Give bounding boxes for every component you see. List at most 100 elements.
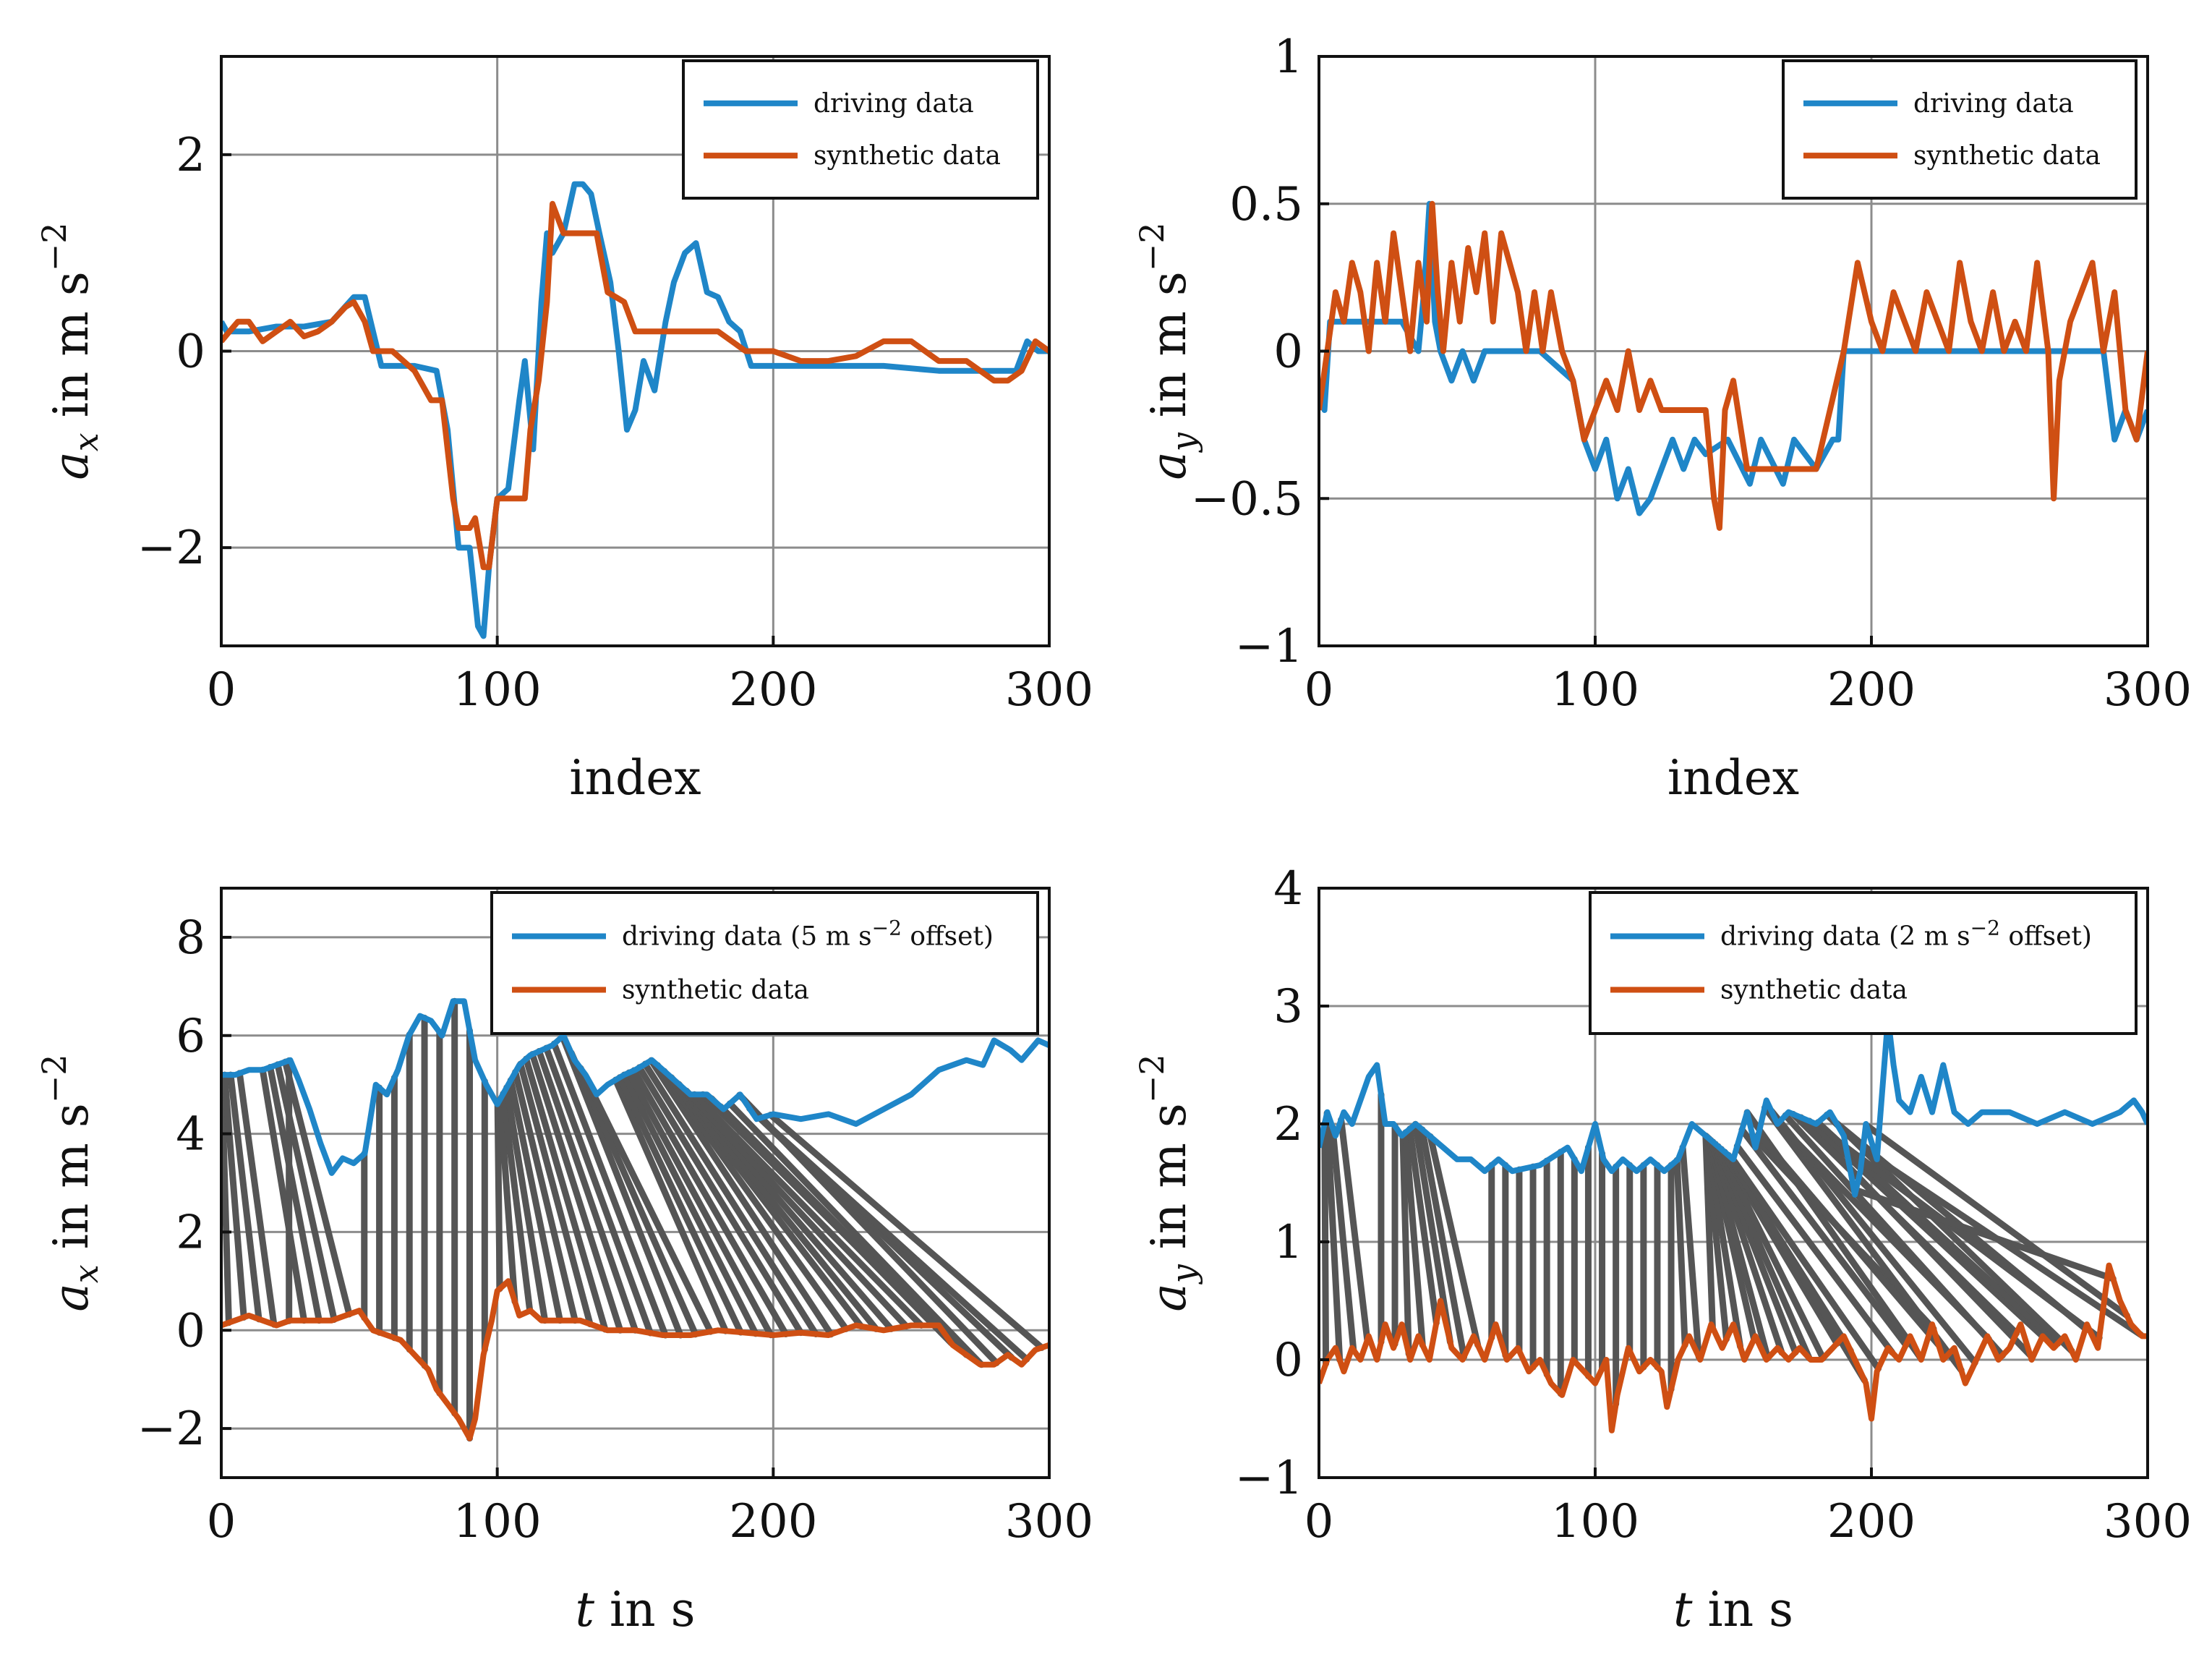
axes-frame [1318,887,2149,1479]
alignment-line [620,1071,759,1337]
plot-area [1319,1015,2148,1434]
x-tick-label: 200 [729,1495,817,1549]
panel-ay-index: 0 100 200 300 −1 −0.5 0 0.5 1 index ay in m s−2 dri… [1132,30,2192,806]
x-tick-label: 100 [1551,663,1639,717]
x-tick-label: 200 [1827,1495,1916,1549]
y-axis-label: ay in m s−2 [1132,1054,1203,1311]
x-axis-label: t in s [1673,1582,1793,1637]
x-tick-label: 0 [1304,1495,1334,1549]
y-tick-label: 6 [176,1010,205,1063]
x-axis-label: t in s [576,1582,696,1637]
y-tick-label: 2 [176,1206,205,1259]
x-axis-label: index [569,750,701,806]
alignment-line [559,1033,684,1339]
alignment-line [756,1115,1030,1363]
legend-box [1782,59,2138,200]
y-tick-label: 4 [176,1108,205,1162]
alignment-line [636,1064,804,1337]
alignment-line [500,1090,534,1314]
legend-label-synthetic: synthetic data [1913,141,2101,171]
alignment-line [641,1060,819,1337]
alignment-line [1673,1157,1688,1349]
alignment-line [1863,1122,2130,1319]
y-tick-label: −2 [137,1402,205,1456]
alignment-line [536,1048,639,1334]
alignment-line [625,1069,774,1339]
y-tick-label: 1 [1273,30,1303,84]
alignment-line [1406,1125,1440,1326]
alignment-line [767,1112,1046,1351]
alignment-line [1427,1133,1482,1349]
y-tick-label: 0 [1273,325,1303,379]
y-tick-label: 0 [176,325,205,379]
alignment-line [267,1064,323,1324]
alignment-line [543,1044,654,1337]
alignment-line [236,1070,278,1328]
alignment-line [1782,1112,2006,1359]
legend-label-text-end: offset) [902,921,994,951]
x-tick-label: 0 [1304,663,1334,717]
alignment-line [1399,1131,1412,1358]
alignment-line [648,1057,834,1338]
alignment-line [512,1068,578,1324]
alignment-line [1679,1143,1702,1360]
synthetic-data-line [1319,1262,2148,1434]
x-tick-label: 300 [2104,663,2192,717]
driving-data-line [1319,1015,2148,1198]
legend: driving data synthetic data [1782,59,2138,200]
legend-label-superscript: −2 [1970,916,2000,940]
y-tick-label: 3 [1273,980,1303,1034]
y-label-unit: in m s [1141,271,1197,433]
alignment-line [1714,1143,1827,1362]
legend-label-driving: driving data (5 m s−2 offset) [622,916,994,951]
alignment-line [568,1049,699,1338]
x-tick-label: 300 [1005,663,1093,717]
x-tick-label: 200 [729,663,817,717]
alignment-line [612,1076,729,1334]
alignment-line [717,1103,970,1358]
x-tick-label: 0 [207,663,236,717]
x-label-var: t [576,1582,595,1637]
alignment-line [529,1051,624,1334]
legend-label-superscript: −2 [872,916,902,940]
alignment-line [259,1066,307,1324]
y-axis-label: ax in m s−2 [35,1054,106,1311]
alignment-line [221,1071,247,1321]
alignment-line [227,1071,262,1323]
legend-box [490,891,1039,1035]
alignment-line [616,1074,744,1336]
alignment-line [1338,1116,1371,1344]
alignment-line [1402,1129,1426,1349]
legend-label-text: driving data (5 m s [622,921,872,951]
plot-area [1319,200,2148,531]
y-tick-label: −1 [1235,1452,1303,1505]
x-tick-label: 200 [1827,663,1916,717]
alignment-line [1842,1143,2103,1341]
y-label-superscript: −2 [1132,222,1171,271]
alignment-line [654,1062,850,1332]
alignment-line [1419,1126,1468,1360]
alignment-line [1329,1124,1357,1353]
synthetic-data-line [1319,200,2148,531]
alignment-line [1725,1151,1868,1384]
alignment-line [1706,1135,1772,1362]
alignment-line [503,1084,549,1324]
legend-label-synthetic: synthetic data [814,141,1001,171]
x-tick-label: 0 [207,1495,236,1549]
x-tick-label: 300 [2104,1495,2192,1549]
alignment-line [523,1055,609,1333]
alignment-line [1733,1143,1896,1356]
alignment-line [494,1100,503,1292]
alignment-line [691,1091,925,1329]
y-label-subscript: y [1164,432,1203,453]
driving-data-line [221,998,1049,1176]
legend-label-driving: driving data [1913,89,2074,119]
y-label-unit: in m s [43,271,99,433]
y-label-superscript: −2 [35,222,74,271]
x-tick-label: 100 [1551,1495,1639,1549]
alignment-line [1321,1120,1330,1367]
x-tick-label: 100 [453,663,542,717]
y-tick-label: −1 [1235,620,1303,673]
